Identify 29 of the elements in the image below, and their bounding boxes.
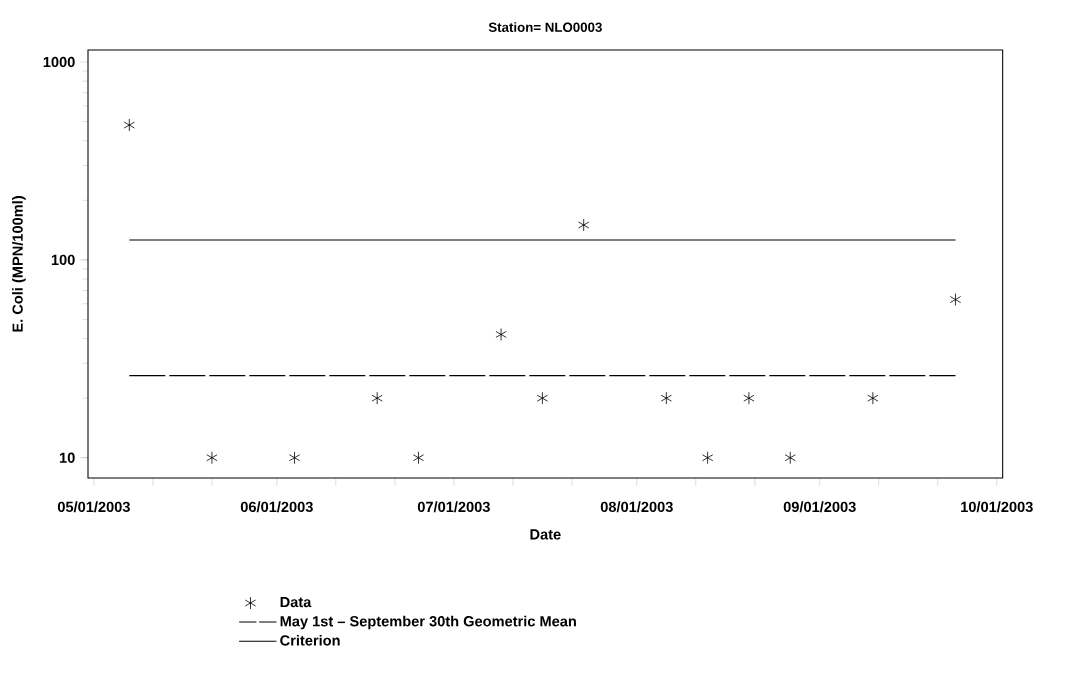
point (743, 391, 755, 405)
point (371, 391, 383, 405)
point (206, 451, 218, 465)
point (660, 391, 672, 405)
x-tick-label: 09/01/2003 (783, 501, 856, 513)
y-axis-title: E. Coli (MPN/100ml) (12, 196, 26, 332)
y-tick-label: 100 (51, 254, 75, 266)
point (702, 451, 714, 465)
point (123, 118, 135, 132)
x-tick-label: 07/01/2003 (417, 501, 490, 513)
y-tick-label: 1000 (43, 56, 75, 68)
x-axis-title: Date (530, 529, 561, 540)
x-tick-label: 05/01/2003 (57, 501, 130, 513)
point (578, 218, 590, 232)
x-tick-label: 06/01/2003 (240, 501, 313, 513)
legend-label: Data (280, 597, 312, 608)
point (949, 293, 962, 306)
legend-label: May 1st – September 30th Geometric Mean (280, 615, 576, 630)
y-tick-label: 10 (59, 452, 75, 463)
chart-title: Station= NLO0003 (488, 22, 602, 32)
legend-label: Criterion (280, 634, 340, 646)
x-tick-label: 08/01/2003 (600, 501, 673, 513)
x-tick-label: 10/01/2003 (961, 501, 1033, 513)
point (867, 391, 879, 405)
point (412, 451, 425, 465)
point (495, 328, 507, 341)
point (536, 391, 548, 405)
point (784, 451, 796, 465)
point (288, 451, 301, 465)
